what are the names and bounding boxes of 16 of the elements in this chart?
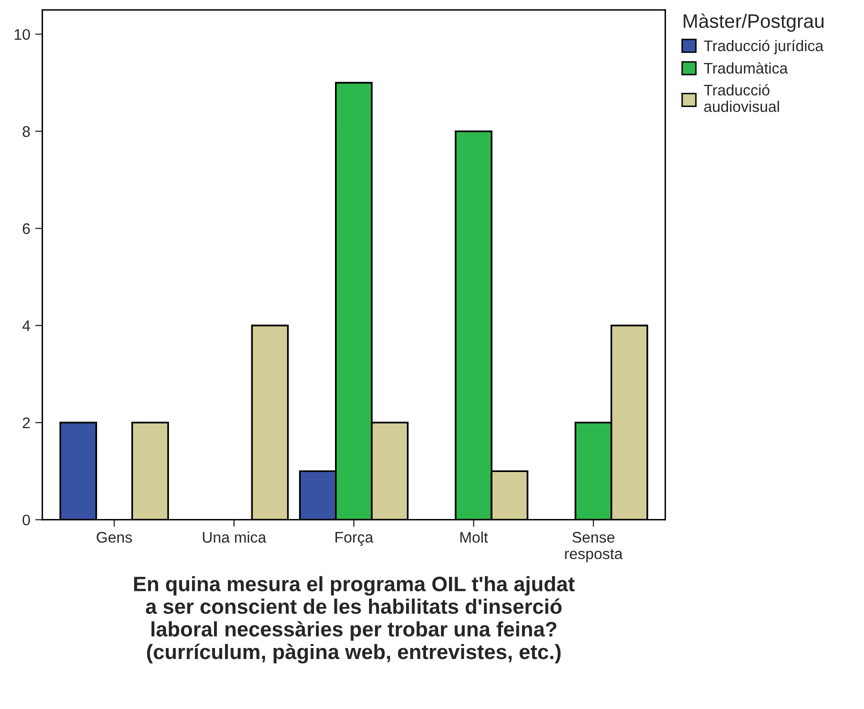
y-tick-label: 8 — [22, 126, 30, 137]
x-axis-title: En quina mesura el programa OIL t'ha ajudat a ser conscient de les habilitats d'inserció laboral necessàries per trobar una feina? (currículum, pàgina web, entrevistes, etc.) — [134, 576, 575, 664]
legend-label: Traducció jurídica — [704, 40, 824, 54]
y-tick-label: 2 — [22, 417, 30, 428]
y-tick-label: 6 — [22, 223, 30, 234]
legend-label: Traducció audiovisual — [704, 84, 779, 112]
legend-title: Màster/Postgrau — [684, 13, 824, 32]
x-tick-label: Força — [336, 532, 374, 546]
x-tick-label: Molt — [460, 532, 488, 543]
x-tick-label: Gens — [96, 532, 132, 543]
x-tick-label: Sense resposta — [565, 532, 623, 562]
y-tick-label: 4 — [22, 320, 30, 332]
y-tick-label: 0 — [22, 514, 30, 526]
x-tick-label: Una mica — [202, 532, 266, 543]
y-tick-label: 10 — [14, 29, 30, 40]
legend-label: Tradumàtica — [704, 62, 788, 74]
